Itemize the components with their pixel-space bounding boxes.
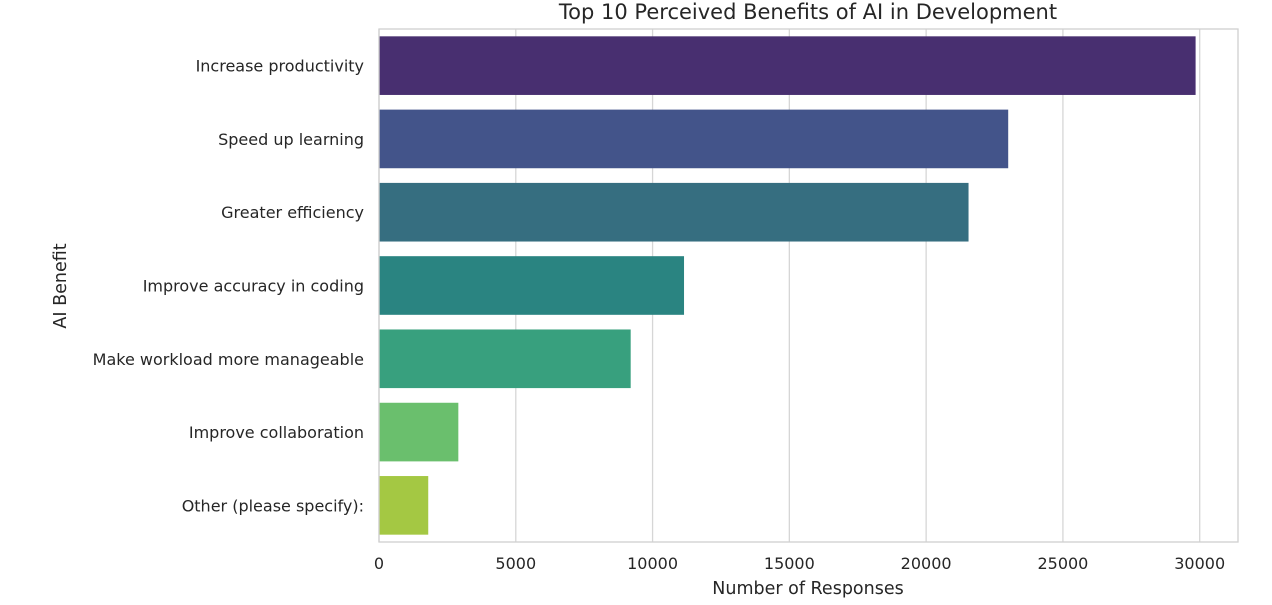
plot-frame	[378, 28, 1239, 543]
bar	[379, 182, 969, 242]
bar	[379, 476, 429, 535]
y-category-label: Improve accuracy in coding	[143, 277, 364, 296]
y-category-label: Greater efficiency	[221, 203, 364, 222]
bar	[379, 256, 685, 315]
y-category-label: Other (please specify):	[182, 496, 364, 515]
x-tick-label: 30000	[1174, 554, 1225, 573]
y-category-label: Improve collaboration	[189, 423, 364, 442]
y-axis-categories: Increase productivity Speed up learning Gr…	[93, 57, 364, 516]
x-axis-ticks: 0 5000 10000 15000 20000 25000 30000	[374, 554, 1225, 573]
bar	[379, 402, 459, 462]
x-tick-label: 5000	[495, 554, 536, 573]
x-axis-label: Number of Responses	[712, 579, 903, 599]
x-tick-label: 10000	[627, 554, 678, 573]
bars	[379, 36, 1196, 535]
chart-title: Top 10 Perceived Benefits of AI in Devel…	[558, 0, 1057, 24]
x-tick-label: 25000	[1037, 554, 1088, 573]
y-category-label: Increase productivity	[196, 57, 364, 76]
x-tick-label: 20000	[901, 554, 952, 573]
bar	[379, 36, 1196, 95]
bar	[379, 329, 631, 389]
y-category-label: Speed up learning	[218, 130, 364, 149]
bar	[379, 109, 1009, 169]
x-tick-label: 0	[374, 554, 384, 573]
y-axis-label: AI Benefit	[51, 243, 71, 328]
y-category-label: Make workload more manageable	[93, 350, 364, 369]
x-tick-label: 15000	[764, 554, 815, 573]
